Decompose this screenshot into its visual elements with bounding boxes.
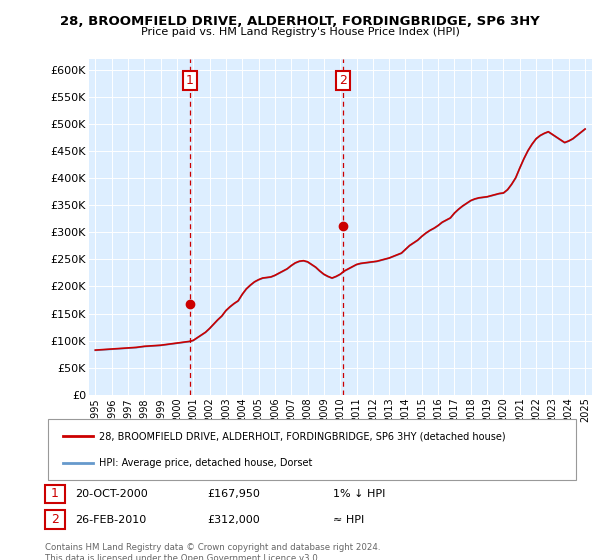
Text: 1: 1 — [51, 487, 59, 501]
Text: 2: 2 — [51, 513, 59, 526]
Text: 26-FEB-2010: 26-FEB-2010 — [75, 515, 146, 525]
Text: 20-OCT-2000: 20-OCT-2000 — [75, 489, 148, 499]
Text: ≈ HPI: ≈ HPI — [333, 515, 364, 525]
Text: 2: 2 — [339, 74, 347, 87]
Text: 1% ↓ HPI: 1% ↓ HPI — [333, 489, 385, 499]
Text: 1: 1 — [186, 74, 194, 87]
Text: £167,950: £167,950 — [207, 489, 260, 499]
Text: Contains HM Land Registry data © Crown copyright and database right 2024.
This d: Contains HM Land Registry data © Crown c… — [45, 543, 380, 560]
Text: 28, BROOMFIELD DRIVE, ALDERHOLT, FORDINGBRIDGE, SP6 3HY: 28, BROOMFIELD DRIVE, ALDERHOLT, FORDING… — [60, 15, 540, 27]
Text: £312,000: £312,000 — [207, 515, 260, 525]
Text: Price paid vs. HM Land Registry's House Price Index (HPI): Price paid vs. HM Land Registry's House … — [140, 27, 460, 37]
Text: 28, BROOMFIELD DRIVE, ALDERHOLT, FORDINGBRIDGE, SP6 3HY (detached house): 28, BROOMFIELD DRIVE, ALDERHOLT, FORDING… — [99, 431, 506, 441]
Text: HPI: Average price, detached house, Dorset: HPI: Average price, detached house, Dors… — [99, 458, 313, 468]
